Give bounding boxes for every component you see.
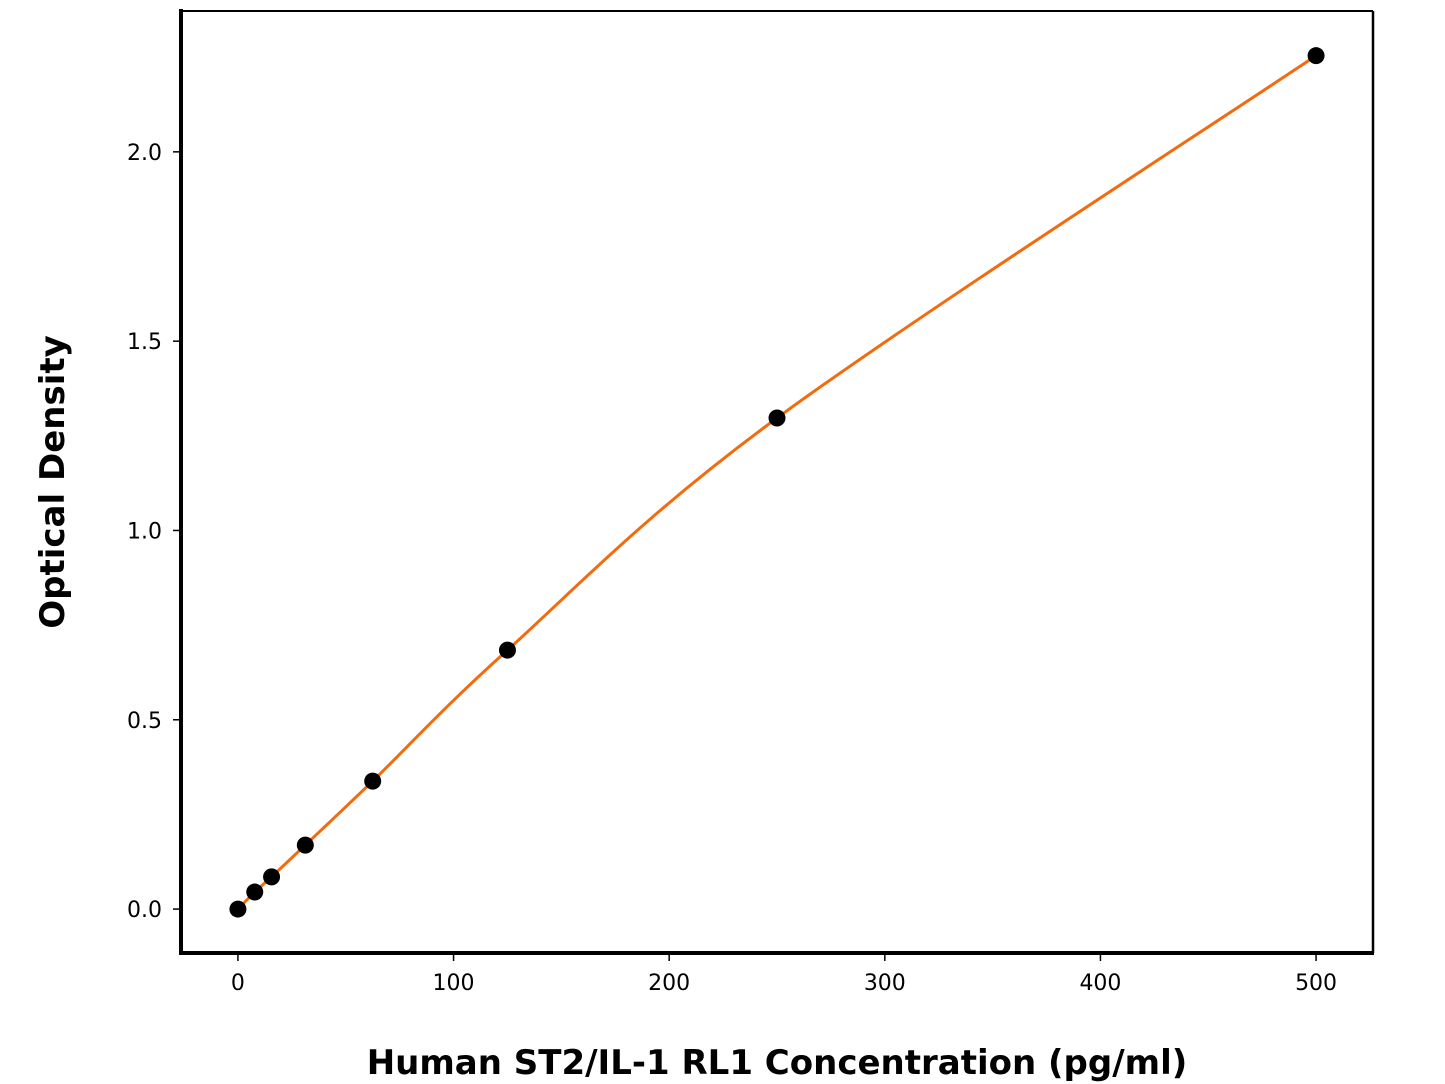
data-point	[246, 883, 264, 901]
data-points	[229, 47, 1325, 918]
data-point	[1307, 47, 1325, 65]
x-axis-ticks: 0 100 200 300 400 500	[231, 953, 1337, 996]
fit-curve	[236, 54, 1317, 911]
x-tick-label: 100	[433, 971, 475, 996]
data-point	[768, 409, 786, 427]
x-tick-label: 400	[1079, 971, 1121, 996]
x-tick-label: 500	[1295, 971, 1337, 996]
y-tick-label: 1.5	[127, 330, 162, 355]
x-axis-label: Human ST2/IL-1 RL1 Concentration (pg/ml)	[367, 1043, 1188, 1083]
data-point	[229, 900, 247, 918]
data-point	[263, 868, 281, 886]
data-point	[498, 641, 516, 659]
axes-frame	[179, 9, 1375, 955]
data-point	[364, 772, 382, 790]
data-point	[296, 836, 314, 854]
y-axis-label: Optical Density	[33, 335, 73, 629]
y-tick-label: 0.0	[127, 898, 162, 923]
y-axis-ticks: 0.0 0.5 1.0 1.5 2.0	[127, 141, 181, 923]
x-tick-label: 0	[231, 971, 245, 996]
y-tick-label: 2.0	[127, 141, 162, 166]
x-tick-label: 200	[648, 971, 690, 996]
x-tick-label: 300	[864, 971, 906, 996]
y-tick-label: 0.5	[127, 709, 162, 734]
y-tick-label: 1.0	[127, 519, 162, 544]
